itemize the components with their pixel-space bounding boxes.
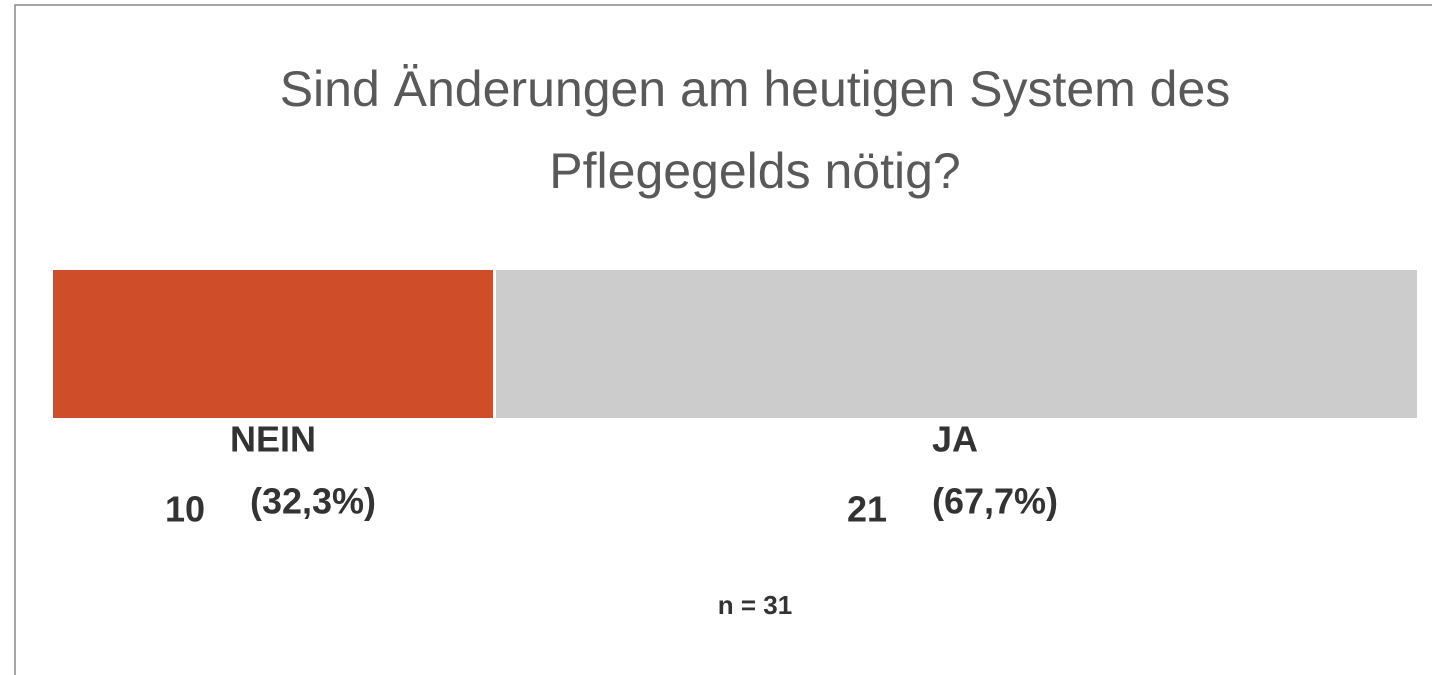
sample-size: n = 31 [718, 590, 792, 620]
share-label: (67,7%) [932, 481, 1058, 522]
value-label: 21 [847, 489, 887, 530]
frame [14, 4, 1432, 675]
share-label: (32,3%) [250, 481, 376, 522]
bar-segment [496, 270, 1417, 418]
bar-segment [53, 270, 493, 418]
value-label: 10 [165, 489, 205, 530]
chart-title: Sind Änderungen am heutigen System des P… [279, 61, 1231, 199]
legend-label: NEIN [230, 419, 316, 460]
legend-label: JA [932, 419, 978, 460]
